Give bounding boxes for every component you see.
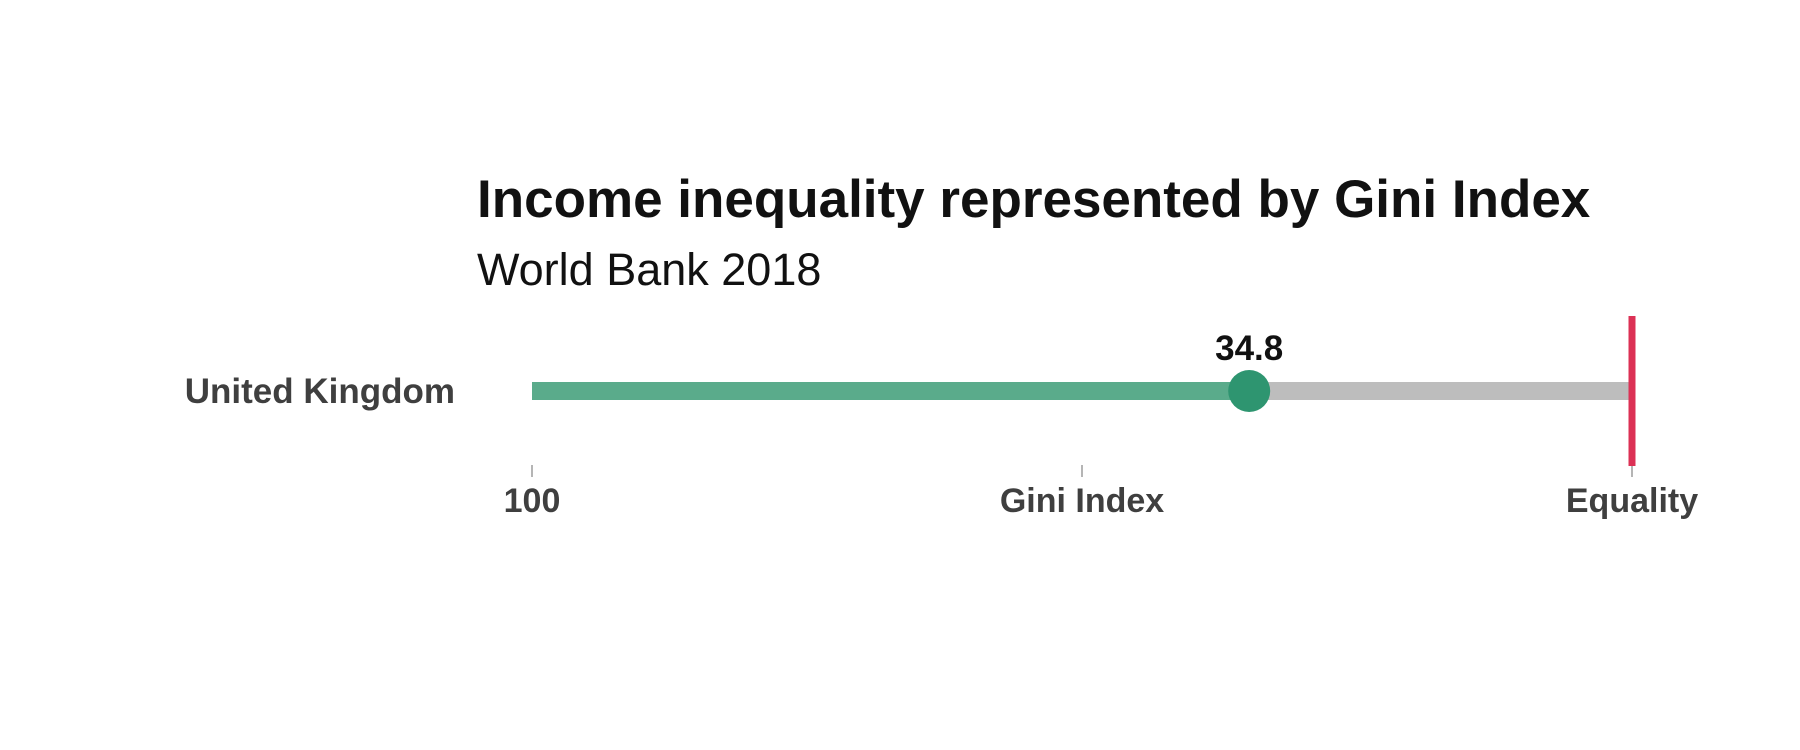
x-tick-label: Equality [1566,482,1698,520]
data-point [1228,370,1271,412]
x-tick-label: Gini Index [1000,482,1164,520]
x-tick-label: 100 [504,482,561,520]
value-label: 34.8 [1215,329,1283,368]
category-label: United Kingdom [185,372,455,411]
chart-subtitle: World Bank 2018 [477,244,821,295]
bar [532,382,1250,400]
chart-title: Income inequality represented by Gini In… [477,170,1591,229]
x-axis: 100 Gini Index Equality [504,465,1698,520]
plot-area: United Kingdom 34.8 [185,316,1636,466]
bar-track [1249,382,1632,400]
